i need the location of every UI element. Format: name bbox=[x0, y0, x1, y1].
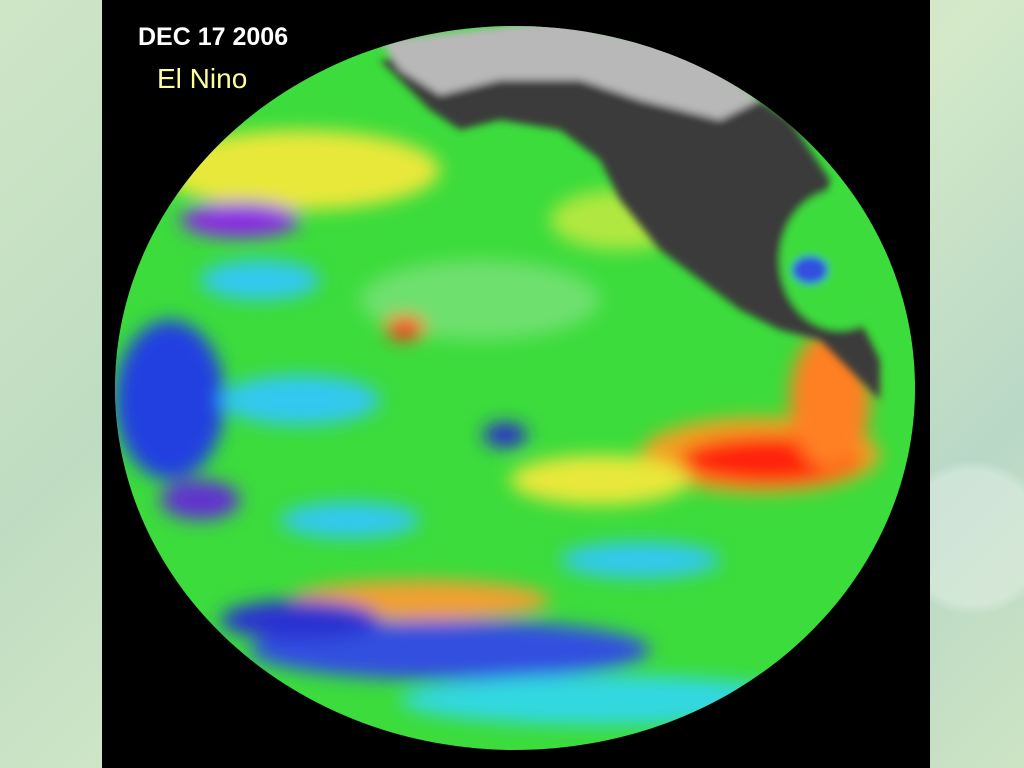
blob bbox=[220, 600, 380, 640]
land bbox=[380, 26, 900, 400]
blob bbox=[280, 502, 420, 538]
date-label: DEC 17 2006 bbox=[138, 23, 288, 51]
gulf-blob bbox=[792, 256, 828, 284]
gulf bbox=[780, 190, 900, 330]
blob bbox=[115, 320, 225, 480]
blob bbox=[483, 423, 527, 447]
blob bbox=[385, 316, 425, 340]
blob bbox=[180, 202, 300, 238]
blob bbox=[400, 675, 800, 725]
north-america bbox=[380, 40, 880, 400]
anomaly-blobs bbox=[115, 130, 880, 725]
blob bbox=[560, 542, 720, 578]
caption: El Nino bbox=[157, 63, 247, 94]
ocean bbox=[115, 26, 915, 750]
blob bbox=[200, 260, 320, 300]
blob bbox=[160, 480, 240, 520]
blob bbox=[160, 130, 440, 210]
blob bbox=[360, 260, 600, 340]
blob bbox=[220, 375, 380, 425]
blob bbox=[510, 455, 690, 505]
